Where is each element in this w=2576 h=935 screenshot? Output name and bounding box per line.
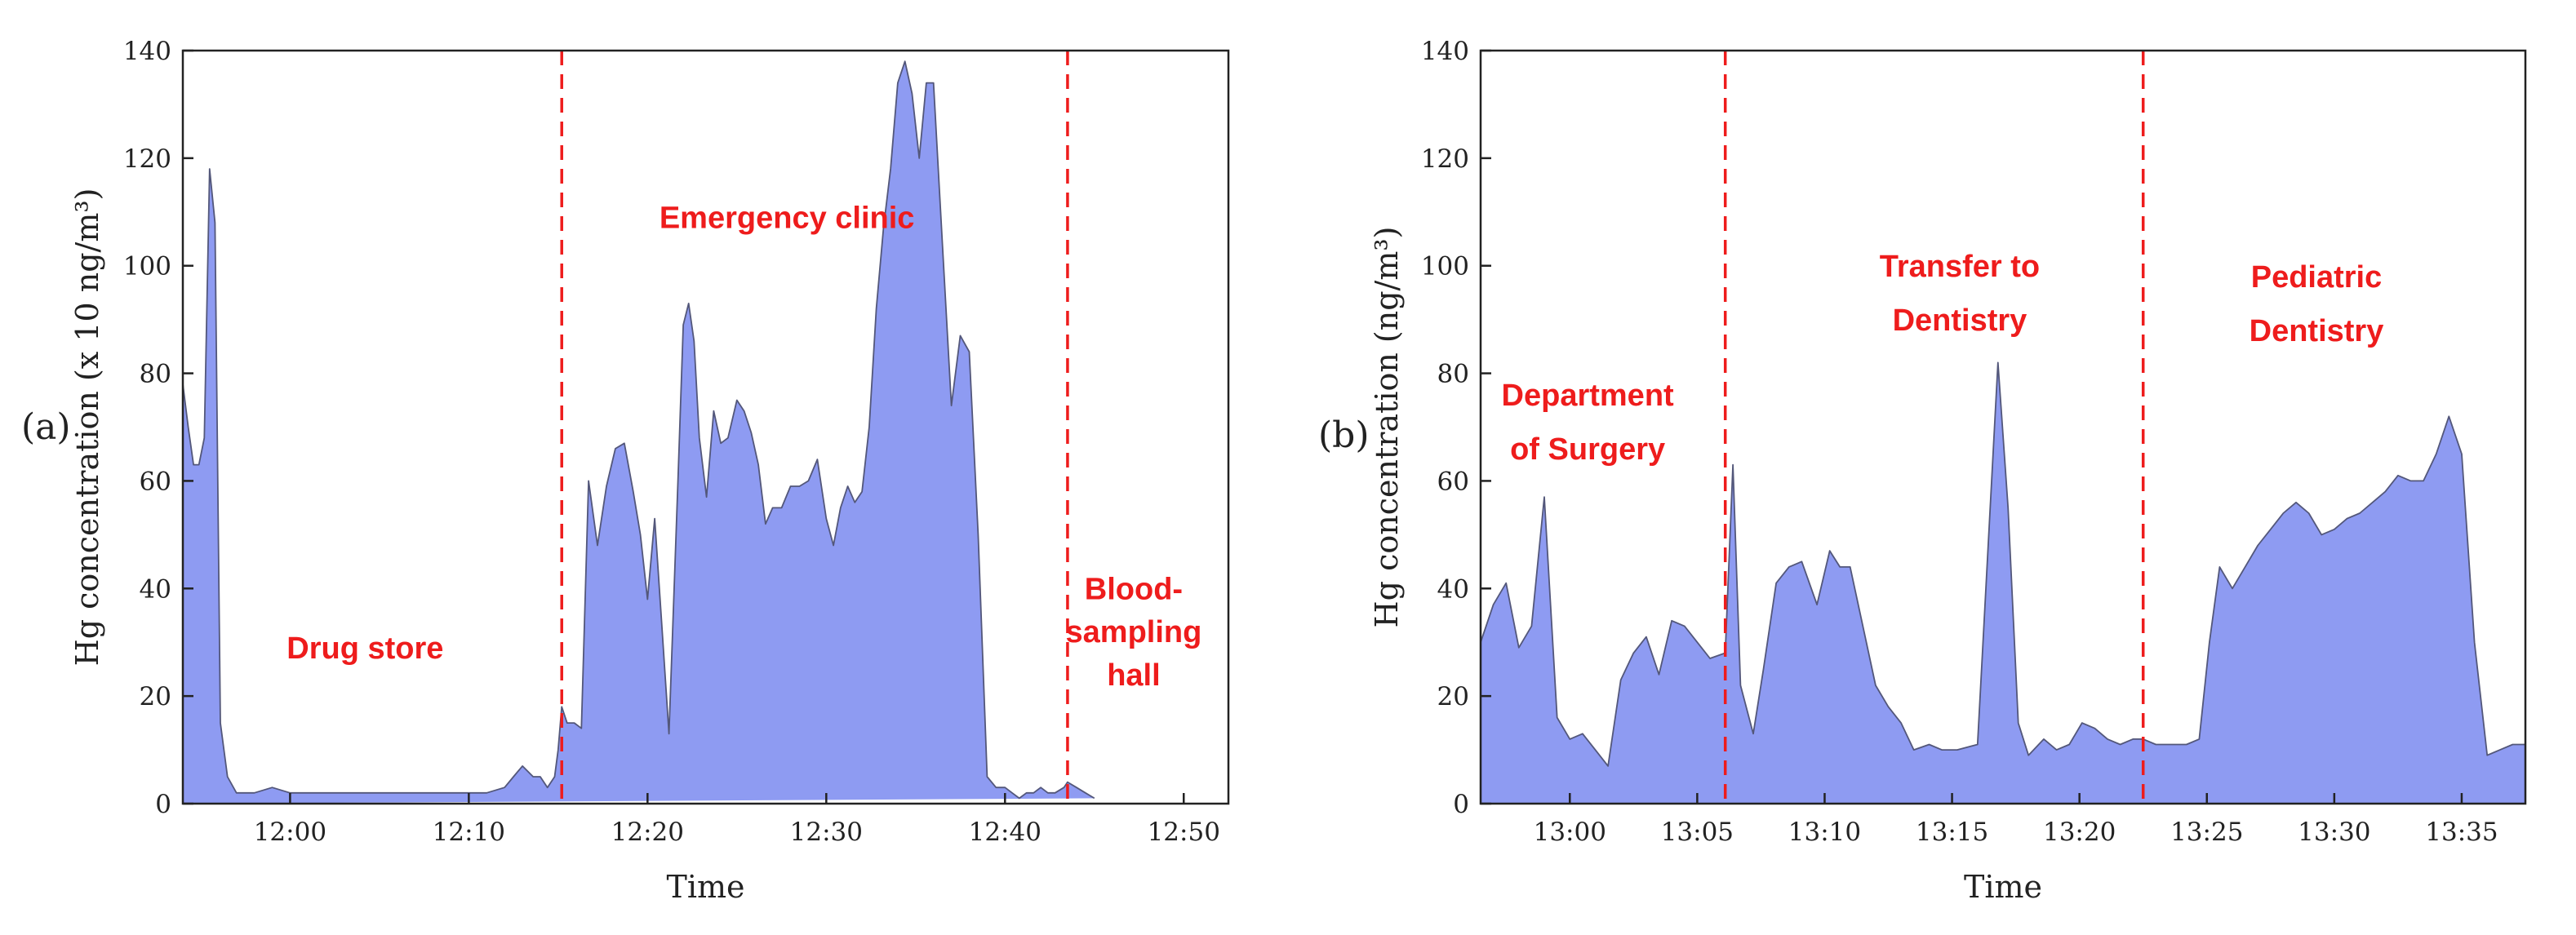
- panel-a-region-label: hall: [1107, 658, 1160, 693]
- panel-a-x-tick-label: 12:00: [254, 818, 326, 847]
- panel-a-region-label: Drug store: [286, 631, 443, 666]
- panel-a-y-tick-label: 20: [140, 682, 171, 711]
- panel-a-x-tick-label: 12:10: [433, 818, 505, 847]
- panel-a-ticks: 0 20 40 60 80 100 120 140 12:00 12:10 12:20 12:30 12…: [123, 37, 1220, 847]
- panel-b-x-tick-label: 13:00: [1534, 818, 1606, 847]
- panel-a-annotations: Drug store Emergency clinic Blood-sampling…: [286, 202, 1201, 693]
- panel-b-y-tick-label: 40: [1437, 574, 1469, 604]
- panel-a-x-tick-label: 12:30: [790, 818, 863, 847]
- panel-b-concentration-area: [1480, 361, 2526, 804]
- panel-a-y-tick-label: 120: [123, 144, 171, 174]
- panel-a-y-axis-title: Hg concentration (x 10 ng/m³): [69, 188, 105, 667]
- panel-b-annotations: Department of Surgery Transfer to Dentistry…: [1502, 250, 2384, 467]
- panel-b-x-tick-label: 13:15: [1916, 818, 1988, 847]
- panel-b-y-tick-label: 140: [1421, 37, 1469, 66]
- panel-a-x-axis-title: Time: [666, 869, 744, 905]
- panel-a-x-tick-label: 12:50: [1148, 818, 1220, 847]
- panel-b-region-label: of Surgery: [1510, 432, 1665, 467]
- panel-b-x-tick-label: 13:05: [1661, 818, 1734, 847]
- panel-a-y-tick-label: 100: [123, 252, 171, 281]
- panel-a-concentration-area: [182, 60, 1095, 804]
- panel-b-region-label: Transfer to: [1880, 250, 2040, 284]
- panel-a-y-tick-label: 140: [123, 37, 171, 66]
- panel-b-x-tick-label: 13:25: [2170, 818, 2243, 847]
- panel-a-region-label: sampling: [1066, 615, 1202, 649]
- panel-a-y-tick-label: 80: [140, 360, 171, 389]
- panel-b-x-tick-label: 13:30: [2298, 818, 2370, 847]
- panel-a-y-tick-label: 40: [140, 574, 171, 604]
- panel-b-label: (b): [1318, 414, 1370, 456]
- chart-panel-a: 0 20 40 60 80 100 120 140 12:00 12:10 12:20 12:30 12…: [21, 37, 1230, 905]
- panel-b-y-axis-title: Hg concentration (ng/m³): [1369, 227, 1405, 628]
- panel-a-series: [182, 60, 1095, 804]
- panel-a-region-label: Blood-: [1085, 572, 1183, 606]
- panel-b-region-label: Dentistry: [1893, 304, 2027, 338]
- panel-b-region-label: Department: [1502, 379, 1674, 413]
- panel-b-region-label: Pediatric: [2251, 260, 2383, 295]
- panel-b-y-tick-label: 60: [1437, 467, 1469, 496]
- panel-b-frame: [1479, 49, 2527, 805]
- panel-b-y-tick-label: 120: [1421, 144, 1469, 174]
- panel-a-y-tick-label: 0: [155, 790, 171, 819]
- panel-b-y-tick-label: 20: [1437, 682, 1469, 711]
- panel-a-region-label: Emergency clinic: [660, 202, 915, 236]
- panel-a-x-tick-label: 12:20: [611, 818, 684, 847]
- panel-b-series: [1480, 361, 2526, 804]
- panel-b-y-tick-label: 80: [1437, 360, 1469, 389]
- panel-b-x-tick-label: 13:35: [2425, 818, 2498, 847]
- panel-a-frame: [181, 49, 1230, 805]
- panel-a-y-tick-label: 60: [140, 467, 171, 496]
- panel-a-dividers: [560, 51, 1069, 804]
- panel-a-label: (a): [21, 406, 71, 448]
- panel-b-x-tick-label: 13:20: [2043, 818, 2116, 847]
- panel-b-dividers: [1723, 51, 2145, 804]
- panel-a-x-tick-label: 12:40: [969, 818, 1042, 847]
- panel-b-y-tick-label: 0: [1453, 790, 1469, 819]
- panel-b-x-tick-label: 13:10: [1788, 818, 1861, 847]
- panel-b-region-label: Dentistry: [2250, 314, 2384, 348]
- chart-panel-b: 0 20 40 60 80 100 120 140 13:00 13:05 13:10 13:15 13…: [1318, 37, 2527, 905]
- panel-b-y-tick-label: 100: [1421, 252, 1469, 281]
- panel-b-x-axis-title: Time: [1964, 869, 2042, 905]
- panel-b-ticks: 0 20 40 60 80 100 120 140 13:00 13:05 13:10 13:15 13…: [1421, 37, 2498, 847]
